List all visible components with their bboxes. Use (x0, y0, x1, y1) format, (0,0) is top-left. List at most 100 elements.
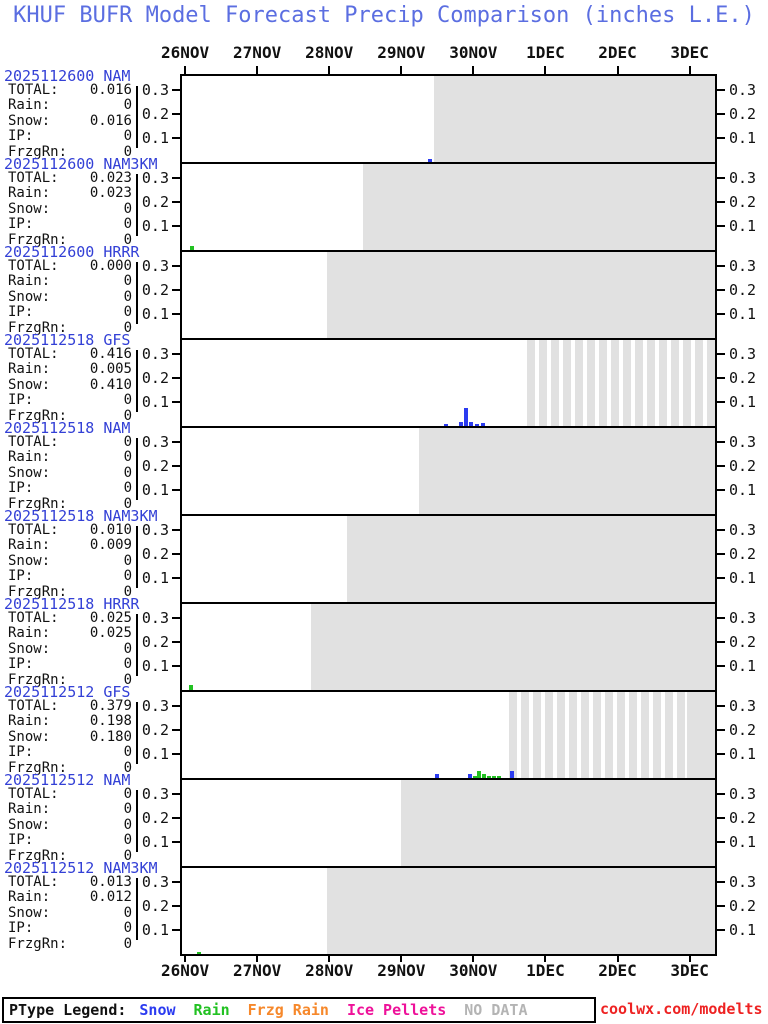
stats-divider (136, 702, 138, 764)
stat-label: Rain: (8, 713, 51, 730)
stat-value: 0 (123, 847, 132, 864)
x-axis-label: 2DEC (598, 961, 637, 980)
stats-divider (136, 790, 138, 852)
stat-row: TOTAL: 0.023 (0, 170, 180, 186)
panel-stats: TOTAL: 0 Rain: 0 Snow: 0 IP: 0 FrzgRn: 0 (0, 434, 180, 512)
precip-bar-rain (188, 685, 193, 690)
stat-row: IP: 0 (0, 920, 180, 937)
stat-row: Snow: 0.016 (0, 113, 180, 129)
precip-bar-snow (443, 424, 448, 426)
no-data-region (527, 340, 715, 426)
stat-value: 0 (123, 640, 132, 657)
x-axis-tick (328, 66, 331, 74)
plot-area (180, 602, 717, 692)
stat-value: 0 (123, 904, 132, 921)
y-tick-label-right: 0.2 (729, 105, 757, 123)
panel-header: 2025112512 NAM3KM (4, 859, 158, 877)
panel-header: 2025112512 GFS (4, 683, 131, 701)
stat-label: Snow: (8, 728, 51, 745)
x-axis-label: 29NOV (377, 961, 426, 980)
x-axis-label: 28NOV (305, 43, 354, 62)
panel-stats: TOTAL: 0.416 Rain: 0.005 Snow: 0.410 IP: 0 FrzgR… (0, 346, 180, 424)
ptype-legend: PType Legend: Snow Rain Frzg Rain Ice Pelle… (2, 997, 596, 1023)
x-axis-tick (544, 954, 547, 962)
panel-stats: TOTAL: 0.010 Rain: 0.009 Snow: 0 IP: 0 FrzgRn: 0 (0, 522, 180, 600)
y-tick-left (172, 201, 180, 203)
y-tick-label-left: 0.3 (141, 257, 169, 275)
stat-label: Rain: (8, 625, 51, 642)
panel-header: 2025112600 NAM (4, 67, 131, 85)
panel-header: 2025112518 NAM (4, 419, 131, 437)
y-tick-label-right: 0.1 (729, 129, 757, 147)
stat-row: TOTAL: 0.010 (0, 522, 180, 538)
stat-value: 0 (123, 786, 132, 802)
stat-row: TOTAL: 0.013 (0, 874, 180, 890)
y-tick-right (717, 529, 725, 531)
stat-value: 0.180 (89, 728, 132, 745)
y-tick-label-left: 0.3 (141, 345, 169, 363)
stat-label: IP: (8, 920, 34, 937)
precip-bar-rain (482, 774, 487, 778)
stat-value: 0.416 (89, 346, 132, 362)
stat-value: 0.025 (89, 625, 132, 642)
y-tick-left (172, 729, 180, 731)
stat-label: FrzgRn: (8, 231, 68, 248)
y-tick-left (172, 641, 180, 643)
precip-bar-rain (190, 246, 195, 250)
panel-stats: TOTAL: 0.000 Rain: 0 Snow: 0 IP: 0 FrzgRn: 0 (0, 258, 180, 336)
no-data-region (401, 780, 715, 866)
y-tick-label-right: 0.2 (729, 809, 757, 827)
stat-value: 0 (123, 583, 132, 600)
stat-row: Snow: 0.410 (0, 377, 180, 393)
stat-row: Rain: 0.005 (0, 361, 180, 377)
stat-value: 0 (123, 920, 132, 937)
stat-value: 0.023 (89, 170, 132, 186)
stat-value: 0 (123, 97, 132, 114)
stat-value: 0 (123, 449, 132, 466)
stat-row: FrzgRn: 0 (0, 760, 180, 776)
y-tick-right (717, 265, 725, 267)
stat-row: IP: 0 (0, 304, 180, 321)
panel-header: 2025112600 HRRR (4, 243, 140, 261)
y-tick-right (717, 641, 725, 643)
stat-label: TOTAL: (8, 170, 59, 186)
model-panel: 2025112512 NAM TOTAL: 0 Rain: 0 Snow: 0 IP: 0 Fr… (0, 771, 768, 868)
stat-row: Snow: 0 (0, 464, 180, 481)
stat-value: 0 (123, 568, 132, 585)
stat-label: TOTAL: (8, 522, 59, 538)
precip-bar-snow (509, 771, 514, 778)
plot-area (180, 162, 717, 252)
stat-row: IP: 0 (0, 128, 180, 145)
stat-row: FrzgRn: 0 (0, 320, 180, 336)
y-tick-right (717, 793, 725, 795)
panel-stats: TOTAL: 0.013 Rain: 0.012 Snow: 0 IP: 0 FrzgRn: 0 (0, 874, 180, 952)
y-tick-label-right: 0.2 (729, 897, 757, 915)
y-tick-label-right: 0.2 (729, 457, 757, 475)
y-tick-left (172, 225, 180, 227)
y-tick-right (717, 89, 725, 91)
stat-row: FrzgRn: 0 (0, 408, 180, 424)
x-axis-tick (184, 66, 187, 74)
stat-value: 0 (123, 744, 132, 761)
x-axis-tick (688, 954, 691, 962)
y-tick-right (717, 705, 725, 707)
stats-divider (136, 526, 138, 588)
y-tick-right (717, 225, 725, 227)
site-link[interactable]: coolwx.com/modelts (600, 1000, 763, 1018)
stat-label: IP: (8, 304, 34, 321)
y-tick-label-left: 0.3 (141, 433, 169, 451)
stat-value: 0 (123, 495, 132, 512)
y-tick-label-right: 0.1 (729, 745, 757, 763)
stat-label: IP: (8, 216, 34, 233)
stat-label: TOTAL: (8, 698, 59, 714)
no-data-region (509, 692, 688, 778)
stat-value: 0 (123, 801, 132, 818)
stat-row: TOTAL: 0 (0, 786, 180, 802)
stat-value: 0 (123, 128, 132, 145)
y-tick-left (172, 401, 180, 403)
y-tick-label-right: 0.3 (729, 345, 757, 363)
precip-bar-rain (497, 776, 502, 778)
stat-label: Snow: (8, 464, 51, 481)
y-tick-left (172, 705, 180, 707)
y-tick-right (717, 377, 725, 379)
